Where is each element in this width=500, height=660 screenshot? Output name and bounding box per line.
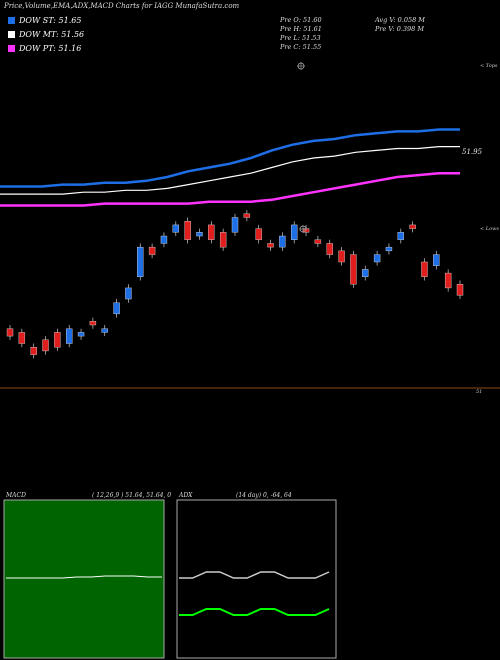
candle [148, 246, 156, 255]
candle [433, 254, 440, 266]
legend-mt-label: DOW MT: 51.56 [19, 30, 85, 39]
candle [243, 213, 251, 218]
ema-line-dow-st [0, 128, 460, 188]
candle [350, 254, 357, 285]
legend-swatch-st [8, 17, 15, 24]
adx-lines [179, 571, 330, 616]
candle [113, 302, 120, 315]
stat-high: Pre H: 51.61 [280, 25, 322, 33]
candle [42, 339, 49, 352]
candle [373, 254, 381, 263]
candle [338, 250, 345, 263]
candle [314, 239, 322, 244]
candle [66, 328, 73, 344]
candle [397, 232, 404, 240]
legend-swatch-mt [8, 31, 15, 38]
candle [184, 220, 191, 240]
adx-params: (14 day) 0, -64, 64 [236, 492, 292, 499]
tops-label: < Tops [480, 63, 498, 69]
candle [77, 332, 85, 337]
candle [444, 272, 452, 289]
candle [409, 224, 416, 229]
candle [456, 284, 464, 296]
candle [421, 261, 428, 277]
candle [101, 328, 108, 333]
legend-st-label: DOW ST: 51.65 [19, 16, 82, 25]
target-icon [297, 62, 305, 70]
chart-title: Price,Volume,EMA,ADX,MACD Charts for IAG… [4, 2, 240, 10]
candle [231, 217, 239, 233]
macd-params: ( 12,26,9 ) 51.64, 51.64, 0 [92, 492, 172, 499]
bottom-label: 51 [476, 389, 483, 395]
candle [326, 243, 333, 255]
legend-swatch-pt [8, 45, 15, 52]
stat-open: Pre O: 51.60 [280, 16, 322, 24]
macd-lines [6, 575, 162, 579]
candle [30, 347, 37, 355]
legend-pt-label: DOW PT: 51.16 [19, 44, 82, 53]
candle [208, 224, 215, 240]
legend-st: DOW ST: 51.65 [8, 16, 81, 25]
candle [137, 246, 144, 278]
candles [6, 210, 464, 359]
candle [385, 246, 393, 252]
macd-label: MACD [6, 492, 26, 499]
candle [172, 224, 179, 233]
candle [291, 224, 298, 240]
candle [89, 321, 97, 326]
candle [160, 235, 168, 244]
ema-line-dow-mt [0, 146, 460, 195]
macd-line [6, 575, 162, 579]
stat-avg-vol: Avg V: 0.058 M [375, 16, 425, 24]
candle [267, 243, 274, 248]
candle [125, 287, 132, 300]
stat-pre-vol: Pre V: 0.398 M [375, 25, 425, 33]
adx-line [179, 571, 330, 579]
level-label: 51.95 [462, 148, 483, 156]
candle [362, 269, 369, 277]
ema-line-dow-pt [0, 171, 460, 207]
adx-panel [176, 499, 337, 659]
candle [279, 235, 286, 248]
legend-mt: DOW MT: 51.56 [8, 30, 84, 39]
adx-label: ADX [179, 492, 193, 499]
macd-panel [3, 499, 165, 659]
stat-low: Pre L: 51.53 [280, 34, 321, 42]
candle [255, 228, 262, 240]
lows-label: < Lows [480, 226, 499, 232]
candle [219, 232, 227, 248]
ema-lines [0, 128, 460, 207]
adx-plus-di-line [179, 608, 330, 616]
target-icon-2 [299, 225, 307, 233]
candle [18, 332, 26, 344]
legend-pt: DOW PT: 51.16 [8, 44, 81, 53]
candle [196, 232, 203, 237]
candle [54, 332, 61, 348]
candle [6, 328, 14, 337]
stat-close: Pre C: 51.55 [280, 43, 322, 51]
